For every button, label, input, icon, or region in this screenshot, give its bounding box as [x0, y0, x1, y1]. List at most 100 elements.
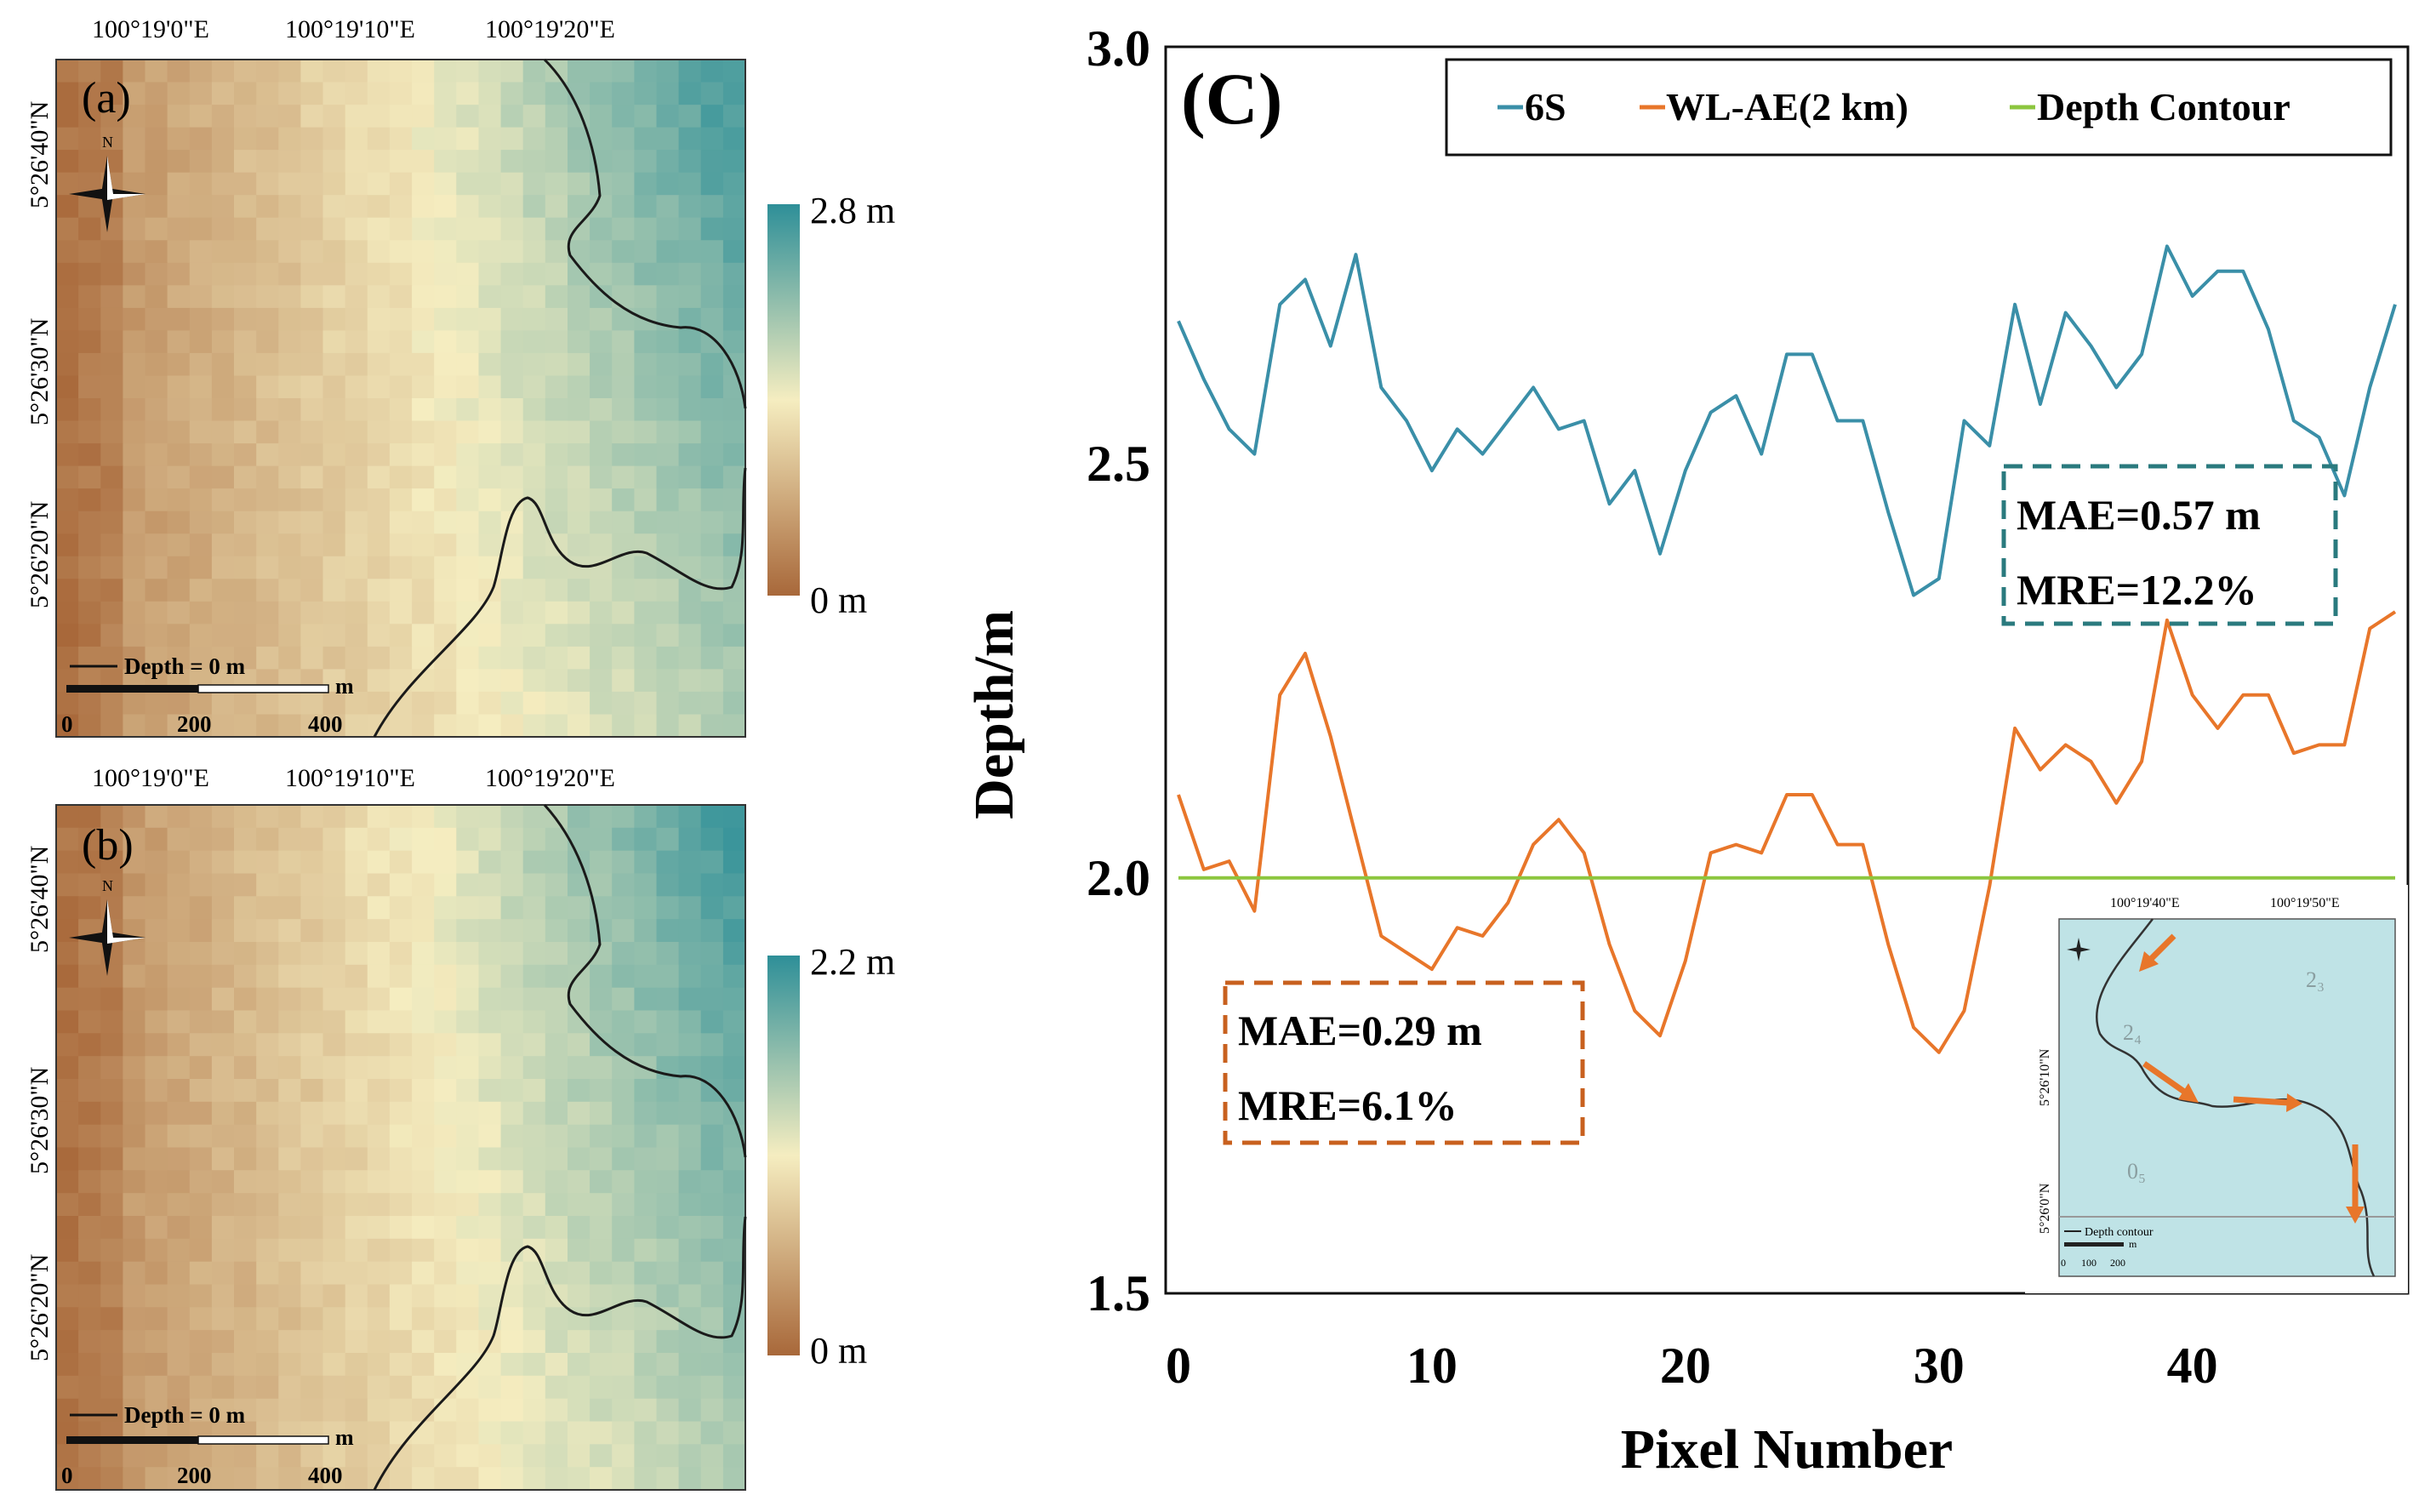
raster-cell: [300, 556, 324, 579]
raster-cell: [722, 420, 746, 444]
raster-cell: [412, 217, 435, 241]
raster-cell: [256, 262, 279, 286]
raster-cell: [590, 873, 613, 897]
raster-cell: [256, 488, 279, 512]
raster-cell: [634, 150, 658, 174]
raster-cell: [412, 1193, 435, 1217]
raster-cell: [700, 919, 724, 943]
raster-cell: [700, 262, 724, 286]
raster-cell: [700, 1375, 724, 1400]
raster-cell: [100, 352, 123, 376]
raster-cell: [145, 352, 168, 376]
raster-cell: [478, 1170, 502, 1194]
raster-cell: [78, 1124, 101, 1149]
raster-cell: [278, 375, 301, 399]
raster-cell: [234, 1079, 257, 1103]
raster-cell: [100, 60, 123, 83]
raster-cell: [234, 919, 257, 943]
raster-cell: [456, 330, 479, 354]
raster-cell: [256, 172, 279, 196]
raster-cell: [612, 942, 635, 966]
raster-cell: [256, 420, 279, 444]
raster-cell: [389, 1056, 413, 1080]
raster-cell: [500, 330, 524, 354]
raster-cell: [56, 919, 79, 943]
raster-cell: [123, 964, 146, 989]
raster-cell: [100, 579, 123, 602]
raster-cell: [234, 1284, 257, 1308]
raster-cell: [189, 60, 213, 83]
raster-cell: [568, 1124, 590, 1149]
raster-cell: [367, 1216, 391, 1240]
raster-cell: [389, 172, 413, 196]
raster-cell: [412, 691, 435, 715]
raster-cell: [434, 1330, 457, 1354]
legend-label-wl: WL-AE(2 km): [1666, 85, 1908, 128]
raster-cell: [145, 1353, 168, 1377]
raster-cell: [145, 1101, 168, 1126]
raster-cell: [100, 1216, 123, 1240]
inset-arrows: [2139, 933, 2365, 1224]
raster-cell: [278, 919, 301, 943]
raster-cell: [434, 1353, 457, 1377]
raster-cell: [100, 1147, 123, 1171]
chart-c-x-ticks: 0 10 20 30 40: [1166, 1338, 2218, 1394]
raster-cell: [123, 375, 146, 399]
raster-cell: [123, 398, 146, 422]
raster-cell: [434, 987, 457, 1012]
raster-cell: [100, 1124, 123, 1149]
raster-cell: [78, 285, 101, 309]
raster-cell: [123, 556, 146, 579]
raster-cell: [478, 262, 502, 286]
raster-cell: [590, 488, 613, 512]
raster-cell: [656, 150, 680, 174]
raster-cell: [234, 511, 257, 534]
raster-cell: [78, 896, 101, 920]
chart-c-frame: [1164, 45, 2410, 1295]
raster-cell: [256, 896, 279, 920]
raster-cell: [434, 556, 457, 579]
raster-cell: [78, 307, 101, 331]
raster-cell: [522, 873, 546, 897]
raster-cell: [412, 646, 435, 670]
raster-cell: [367, 262, 391, 286]
raster-cell: [56, 896, 79, 920]
raster-cell: [634, 1375, 658, 1400]
raster-cell: [78, 511, 101, 534]
raster-cell: [612, 1353, 635, 1377]
raster-cell: [522, 987, 546, 1012]
raster-cell: [256, 691, 279, 715]
raster-cell: [256, 1398, 279, 1423]
raster-cell: [389, 1375, 413, 1400]
raster-cell: [78, 330, 101, 354]
raster-cell: [545, 1307, 568, 1331]
raster-cell: [234, 1216, 257, 1240]
raster-cell: [211, 1284, 235, 1308]
raster-cell: [456, 1216, 479, 1240]
raster-cell: [78, 1101, 101, 1126]
map-b-colorbar-min: 0 m: [810, 1330, 867, 1372]
raster-cell: [389, 240, 413, 264]
raster-cell: [612, 1398, 635, 1423]
raster-cell: [612, 375, 635, 399]
raster-cell: [189, 1307, 213, 1331]
raster-cell: [300, 240, 324, 264]
raster-cell: [145, 1261, 168, 1286]
raster-cell: [500, 1421, 524, 1445]
raster-cell: [612, 82, 635, 106]
raster-cell: [478, 488, 502, 512]
raster-cell: [568, 398, 590, 422]
map-a-scale-tick: 400: [308, 711, 343, 737]
stats-box-6s: MAE=0.57 m MRE=12.2%: [2001, 464, 2338, 626]
raster-cell: [300, 150, 324, 174]
raster-cell: [656, 1398, 680, 1423]
inset-scale-unit: m: [2129, 1238, 2137, 1250]
raster-cell: [322, 1147, 346, 1171]
raster-cell: [590, 307, 613, 331]
raster-cell: [434, 511, 457, 534]
raster-cell: [145, 1056, 168, 1080]
raster-cell: [389, 919, 413, 943]
raster-cell: [189, 105, 213, 128]
raster-cell: [167, 398, 191, 422]
raster-cell: [256, 195, 279, 219]
